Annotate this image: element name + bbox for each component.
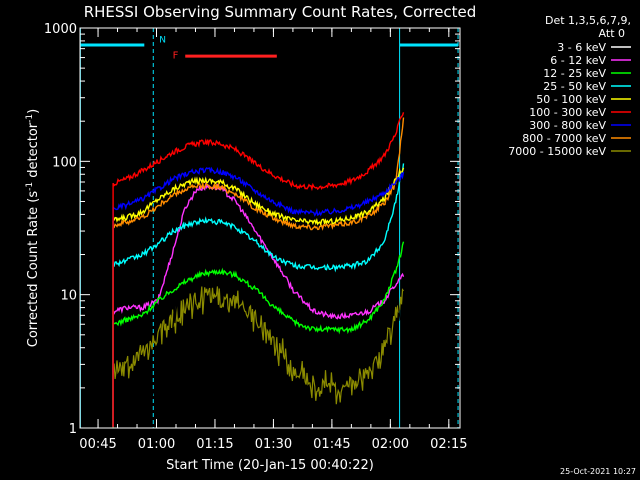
- legend-label: 300 - 800 keV: [529, 119, 606, 132]
- legend-label: 6 - 12 keV: [550, 54, 606, 67]
- x-axis-label: Start Time (20-Jan-15 00:40:22): [166, 458, 374, 473]
- legend-header-line-1: Det 1,3,5,6,7,9,: [545, 14, 631, 27]
- y-tick-label: 1000: [44, 22, 77, 37]
- x-tick-label: 01:15: [196, 437, 233, 452]
- series-line-6-12-kev: [112, 182, 405, 427]
- series-line-3-6-kev: [148, 181, 404, 428]
- legend-label: 12 - 25 keV: [543, 67, 606, 80]
- night-flag-label: N: [159, 35, 166, 45]
- series-line-25-50-kev: [112, 163, 405, 427]
- y-tick-label: 1: [69, 422, 77, 437]
- legend-label: 3 - 6 keV: [557, 41, 606, 54]
- plot-frame: [79, 27, 461, 429]
- chart-title: RHESSI Observing Summary Count Rates, Co…: [84, 3, 477, 21]
- series-line-800-7000-kev: [112, 117, 405, 427]
- legend-label: 50 - 100 keV: [536, 93, 606, 106]
- series-line-100-300-kev: [112, 112, 405, 427]
- x-tick-label: 01:00: [138, 437, 175, 452]
- legend-header-line-2: Att 0: [599, 27, 625, 40]
- y-tick-label: 10: [60, 289, 77, 304]
- legend-label: 800 - 7000 keV: [522, 132, 606, 145]
- series-line-300-800-kev: [112, 166, 405, 427]
- y-tick-label: 100: [52, 155, 77, 170]
- legend-label: 100 - 300 keV: [529, 106, 606, 119]
- legend-label: 7000 - 15000 keV: [508, 145, 606, 158]
- x-tick-label: 00:45: [79, 437, 116, 452]
- x-tick-label: 02:15: [430, 437, 467, 452]
- series-line-7000-15000-kev: [112, 286, 404, 428]
- x-tick-label: 01:45: [313, 437, 350, 452]
- y-axis-label: Corrected Count Rate (s-1 detector-1): [25, 109, 41, 347]
- x-tick-label: 01:30: [255, 437, 292, 452]
- series-group: [112, 112, 405, 428]
- flare-flag-label: F: [173, 51, 179, 62]
- footer-date: 25-Oct-2021 10:27: [560, 467, 636, 476]
- axes: 1 10 100 1000 00:45 01:00 01:15 01:30 01:45 02:00…: [44, 22, 468, 452]
- series-line-12-25-kev: [112, 241, 405, 427]
- series-line-50-100-kev: [112, 167, 405, 427]
- legend-label: 25 - 50 keV: [543, 80, 606, 93]
- x-tick-label: 02:00: [372, 437, 409, 452]
